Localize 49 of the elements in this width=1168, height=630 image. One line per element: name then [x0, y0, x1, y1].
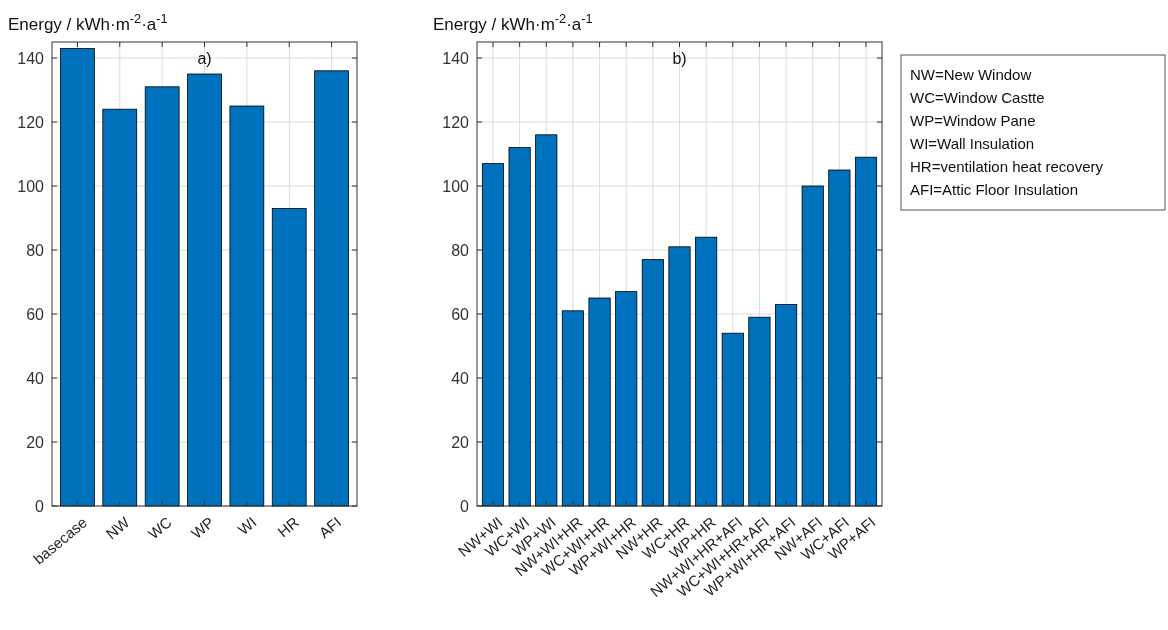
y-tick-label: 20: [451, 433, 470, 451]
bar: [854, 156, 878, 507]
annotation: b): [672, 50, 687, 67]
bar: [775, 304, 798, 507]
y-tick-label: 100: [17, 177, 45, 195]
bar: [535, 134, 558, 507]
bar: [641, 259, 664, 507]
y-tick-label: 80: [26, 241, 45, 259]
y-tick-label: 140: [442, 49, 470, 67]
bar: [668, 246, 691, 507]
x-tick-label: NW: [102, 512, 134, 543]
y-tick-label: 0: [35, 497, 45, 515]
bar: [508, 147, 531, 507]
y-tick-label: 60: [26, 305, 45, 323]
bar: [748, 316, 771, 507]
x-tick-label: AFI: [315, 513, 345, 542]
y-tick-label: 20: [26, 433, 45, 451]
bar: [801, 185, 824, 507]
y-tick-label: 140: [17, 49, 45, 67]
bar: [561, 310, 584, 507]
bar: [828, 169, 851, 507]
y-tick-label: 40: [26, 369, 45, 387]
abbreviation-box: NW=New Window WC=Window Castte WP=Window Pane WI=Wall Insulation HR=ventilation heat recovery AFI=Attic Floor Insulation: [900, 54, 1166, 211]
x-tick-label: WC: [144, 513, 175, 543]
bar: [481, 163, 505, 507]
y-tick-label: 100: [442, 177, 470, 195]
x-tick-label: HR: [274, 513, 303, 541]
y-tick-label: 120: [17, 113, 45, 131]
bar: [229, 105, 265, 507]
bar: [271, 208, 307, 507]
bar: [60, 48, 95, 507]
y-tick-label: 40: [451, 369, 470, 387]
bar: [102, 108, 138, 507]
y-axis-title: Energy / kWh·m$^{-2}$·a$^{-1}$: [8, 10, 168, 34]
bar: [695, 236, 718, 507]
annotation: a): [197, 50, 212, 67]
bar: [187, 73, 222, 507]
y-tick-label: 0: [460, 497, 470, 515]
x-tick-label: WI: [234, 513, 260, 539]
y-tick-label: 60: [451, 305, 470, 323]
y-axis-title: Energy / kWh·m$^{-2}$·a$^{-1}$: [433, 10, 593, 34]
x-tick-label: WP: [187, 513, 218, 542]
y-tick-label: 120: [442, 113, 470, 131]
y-tick-label: 80: [451, 241, 470, 259]
bar: [144, 86, 180, 507]
bar: [721, 332, 744, 507]
bar: [588, 297, 611, 507]
bar: [615, 291, 638, 507]
bar: [314, 70, 349, 507]
